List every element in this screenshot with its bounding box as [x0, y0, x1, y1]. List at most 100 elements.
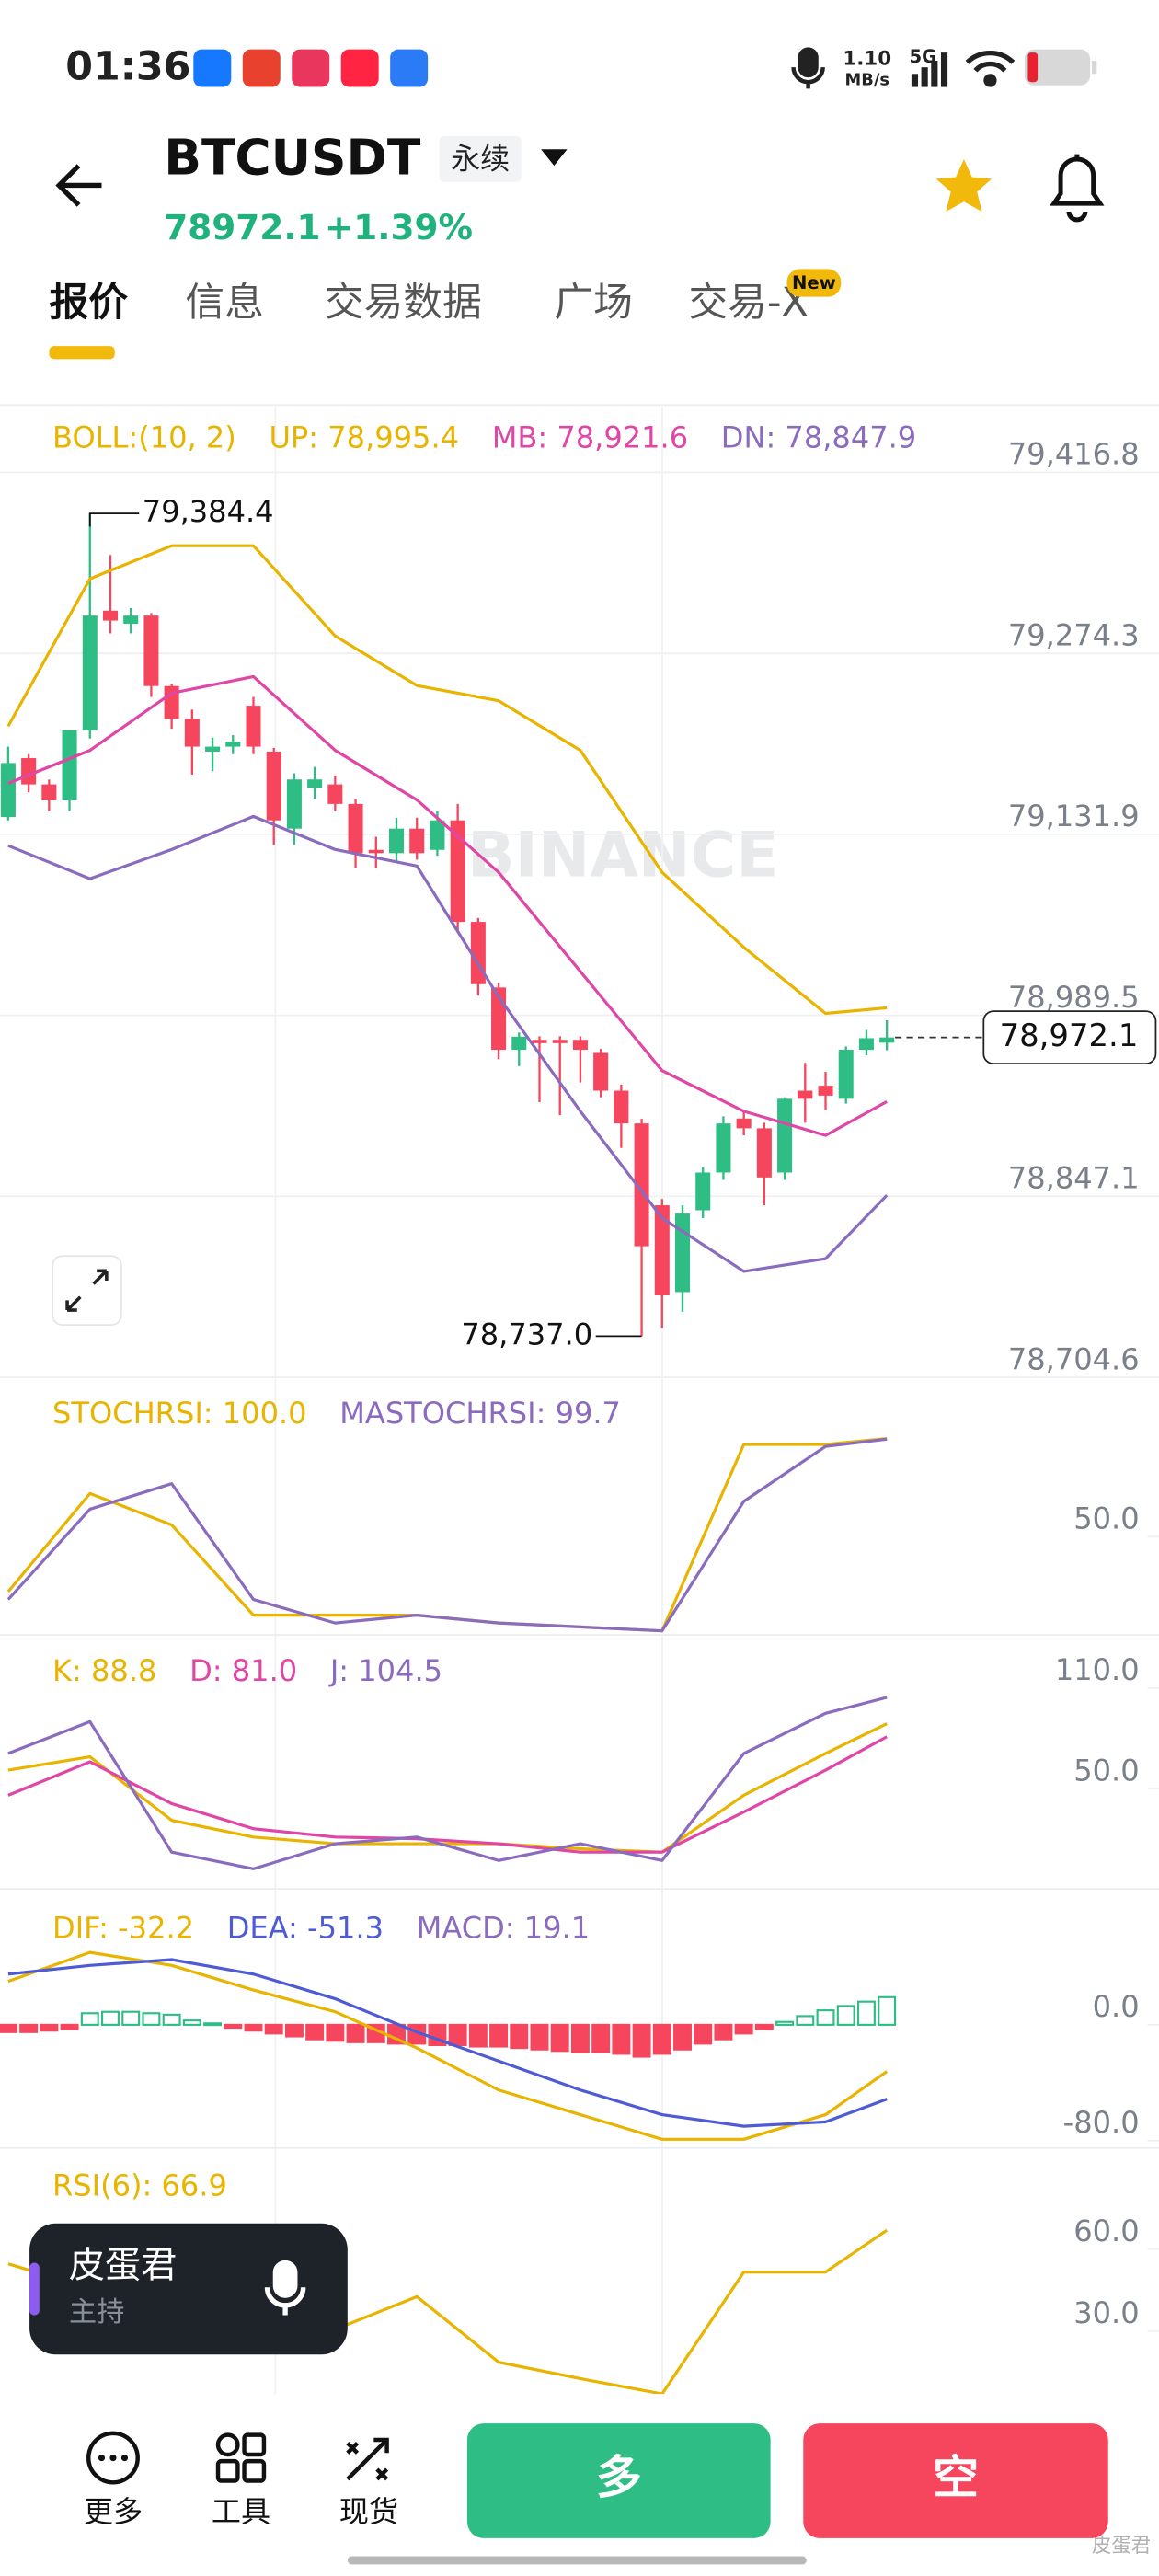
tab[interactable]: 信息 [185, 280, 264, 326]
candle-body [818, 1086, 833, 1096]
macd-bar [121, 2010, 141, 2026]
macd-bar [632, 2023, 651, 2058]
favorite-star[interactable] [935, 158, 993, 212]
candle-body [62, 730, 77, 801]
macd-bar [326, 2023, 345, 2042]
signal [911, 52, 948, 87]
new-badge: New [792, 272, 836, 293]
legend-entry: D: 81.0 [189, 1653, 297, 1688]
macd-bar [244, 2023, 263, 2032]
macd-bar [346, 2023, 365, 2043]
candle-body [368, 849, 384, 854]
home-indicator [347, 2556, 807, 2565]
host-accent [29, 2262, 40, 2316]
tab-indicator [49, 346, 115, 360]
macd-bar [530, 2023, 549, 2051]
indicator-line [7, 1958, 888, 2128]
macd-bar [775, 2020, 795, 2026]
y-tick-label: 78,704.6 [1008, 1341, 1140, 1376]
candle-body [82, 615, 98, 730]
low-label: 78,737.0 [461, 1317, 592, 1351]
alert-bell[interactable] [1050, 154, 1105, 223]
symbol-dropdown[interactable] [541, 149, 568, 167]
y-tick-label: 79,274.3 [1008, 617, 1140, 652]
legend-entry: BOLL:(10, 2) [52, 420, 236, 455]
tab[interactable]: 广场 [554, 280, 633, 326]
candle-body [327, 784, 343, 804]
nav-label[interactable]: 现货 [339, 2494, 398, 2529]
candle-body [123, 615, 139, 625]
candle-body [205, 746, 221, 752]
candle-body [674, 1213, 691, 1293]
y-tick-label: 50.0 [1073, 1501, 1139, 1535]
macd-bar [754, 2023, 774, 2030]
y-tick-label: 79,131.9 [1008, 799, 1140, 834]
candle-body [572, 1040, 588, 1051]
legend-entry: MB: 78,921.6 [492, 420, 688, 455]
macd-bar [816, 2009, 835, 2026]
new-badge-bg [786, 269, 842, 297]
back-button[interactable] [55, 164, 102, 207]
candle-body [838, 1050, 854, 1099]
candle-body [756, 1128, 772, 1178]
spot-icon[interactable] [346, 2437, 389, 2481]
macd-bar [162, 2013, 181, 2026]
app-icons [193, 49, 429, 87]
nav-label[interactable]: 工具 [212, 2494, 270, 2529]
net-speed: 1.10 [843, 47, 891, 70]
buy-label: 多 [596, 2451, 642, 2504]
high-marker [88, 512, 140, 527]
indicator-line [7, 1722, 888, 1854]
macd-bar [612, 2023, 631, 2055]
candle-body [777, 1098, 793, 1173]
macd-bar [203, 2022, 223, 2027]
contract-tag: 永续 [451, 142, 510, 177]
macd-bar [0, 2023, 17, 2033]
footer-watermark: 皮蛋君 [1092, 2535, 1151, 2558]
indicator-line [7, 1735, 888, 1854]
indicator-line [7, 1950, 889, 2141]
candle-body [879, 1037, 895, 1043]
host-mic[interactable] [264, 2260, 306, 2316]
chart-area: 78,704.6 78,847.1 78,989.5 79,131.9 79,274.3… [0, 407, 1159, 2396]
expand-button[interactable] [52, 1255, 122, 1326]
legend-entry: J: 104.5 [328, 1653, 442, 1688]
more-icon[interactable] [86, 2431, 140, 2485]
tab[interactable]: 报价 [49, 280, 128, 326]
tab[interactable]: 交易数据 [325, 280, 482, 326]
last-price-label: 78,972.1 [1000, 1018, 1139, 1053]
y-tick-label: -80.0 [1063, 2105, 1140, 2140]
candle-body [430, 820, 445, 850]
candle-body [21, 758, 37, 785]
y-tick-label: 50.0 [1073, 1753, 1139, 1788]
macd-bar [448, 2023, 467, 2047]
candle-body [225, 742, 241, 747]
candle-body [307, 779, 323, 788]
macd-bar [714, 2023, 733, 2041]
y-tick-label: 79,416.8 [1008, 437, 1140, 472]
macd-bar [80, 2012, 99, 2026]
tools-icon[interactable] [215, 2432, 267, 2483]
macd-bar [796, 2015, 815, 2026]
macd-bar [101, 2010, 120, 2026]
candle-body [388, 828, 405, 854]
y-tick-label: 30.0 [1073, 2295, 1139, 2330]
overlay: 皮蛋君 主持 更多 工具 现货 多 空 皮蛋君 78,972.1 [0, 1010, 1159, 2576]
legend-entry: DIF: -32.2 [52, 1911, 194, 1946]
candle-body [654, 1205, 670, 1296]
indicator-line [7, 674, 888, 1137]
candle-body [266, 751, 281, 821]
buy-button[interactable] [466, 2423, 771, 2538]
host-card[interactable] [29, 2223, 348, 2355]
macd-bar [468, 2023, 488, 2048]
sell-button[interactable] [803, 2423, 1108, 2538]
candle-body [143, 615, 159, 686]
nav-label[interactable]: 更多 [84, 2494, 143, 2529]
battery [1024, 49, 1097, 86]
macd-bar [40, 2023, 59, 2032]
legend-entry: RSI(6): 66.9 [52, 2168, 227, 2203]
macd-bar [489, 2023, 509, 2048]
